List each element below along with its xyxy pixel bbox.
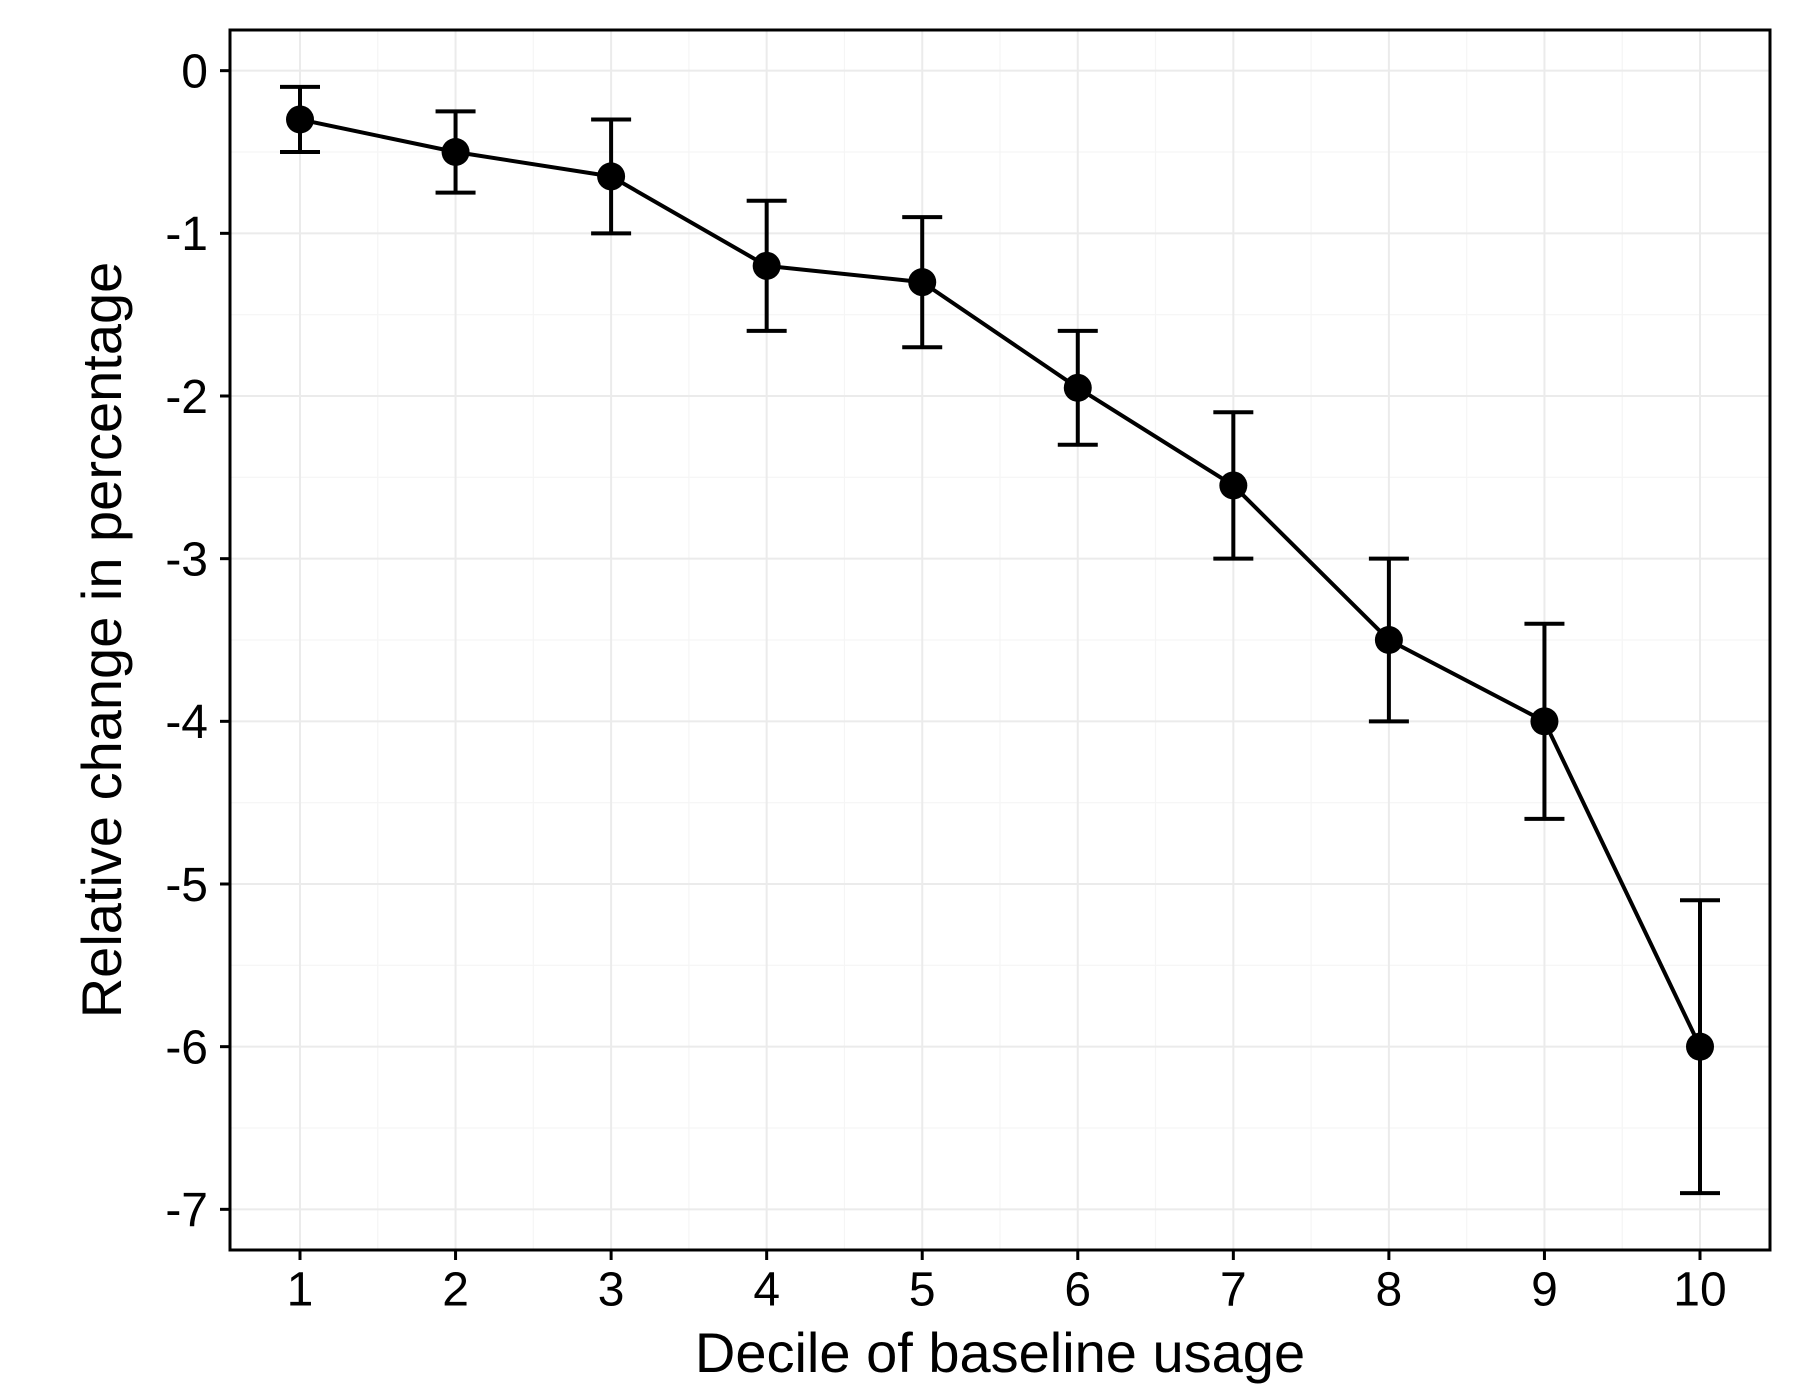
data-point	[1219, 471, 1247, 499]
x-tick-label: 6	[1064, 1264, 1091, 1317]
data-point	[1686, 1033, 1714, 1061]
x-tick-label: 10	[1673, 1264, 1726, 1317]
data-point	[753, 252, 781, 280]
y-tick-label: 0	[181, 45, 208, 98]
data-point	[286, 105, 314, 133]
x-tick-label: 1	[287, 1264, 314, 1317]
x-tick-label: 4	[753, 1264, 780, 1317]
data-point	[908, 268, 936, 296]
data-point	[442, 138, 470, 166]
data-point	[1530, 707, 1558, 735]
x-tick-label: 8	[1376, 1264, 1403, 1317]
x-axis-title: Decile of baseline usage	[695, 1321, 1305, 1384]
chart-container: 1 2 3 4 5 6 7 8 9 10 0 -1 -2 -3 -4 -5 -6 -7 Decile of base…	[0, 0, 1800, 1384]
x-tick-label: 7	[1220, 1264, 1247, 1317]
y-tick-label: -1	[165, 208, 208, 261]
y-axis-title: Relative change in percentage	[70, 262, 133, 1019]
x-tick-label: 2	[442, 1264, 469, 1317]
y-tick-label: -4	[165, 696, 208, 749]
x-tick-label: 9	[1531, 1264, 1558, 1317]
x-tick-label: 5	[909, 1264, 936, 1317]
data-point	[597, 162, 625, 190]
data-point	[1064, 374, 1092, 402]
y-tick-label: -2	[165, 371, 208, 424]
y-tick-label: -7	[165, 1184, 208, 1237]
line-chart: 1 2 3 4 5 6 7 8 9 10 0 -1 -2 -3 -4 -5 -6 -7 Decile of base…	[0, 0, 1800, 1384]
y-tick-label: -6	[165, 1021, 208, 1074]
y-tick-label: -5	[165, 859, 208, 912]
x-tick-label: 3	[598, 1264, 625, 1317]
y-tick-label: -3	[165, 533, 208, 586]
chart-bg	[0, 0, 1800, 1384]
data-point	[1375, 626, 1403, 654]
